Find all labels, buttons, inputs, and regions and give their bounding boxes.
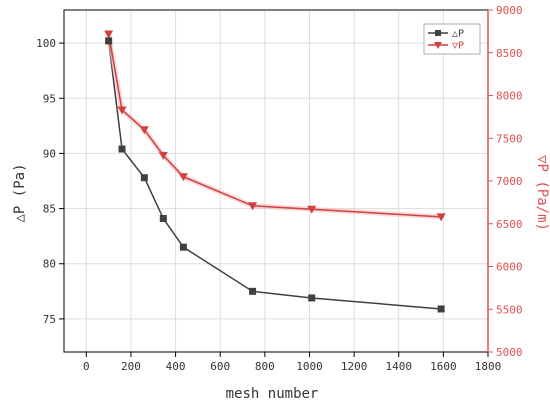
y-right-tick-label: 6000 xyxy=(496,261,523,274)
x-tick-label: 800 xyxy=(255,360,275,373)
data-point-triangle xyxy=(178,173,188,182)
data-point-triangle xyxy=(158,151,168,160)
data-point-triangle xyxy=(436,213,446,222)
x-axis-ticks: 0 200 400 600 800 1000 1200 1400 1600 1800 xyxy=(83,352,501,373)
data-point-triangle xyxy=(307,205,317,214)
x-tick-label: 400 xyxy=(166,360,186,373)
y-left-tick-label: 100 xyxy=(36,37,56,50)
y-right-axis-ticks: 5000 5500 6000 6500 7000 7500 8000 8500 9000 xyxy=(488,4,523,359)
plot-frame xyxy=(63,9,489,353)
y-right-tick-label: 5500 xyxy=(496,303,523,316)
x-tick-label: 1000 xyxy=(296,360,323,373)
data-point-triangle xyxy=(139,126,149,135)
data-point-square xyxy=(159,215,167,223)
series-line xyxy=(107,33,442,218)
data-point-square xyxy=(437,305,445,313)
legend-label: △P xyxy=(452,29,464,40)
x-tick-label: 1600 xyxy=(430,360,457,373)
y-right-tick-label: 5000 xyxy=(496,346,523,359)
x-tick-label: 1800 xyxy=(475,360,502,373)
legend-label: ▽P xyxy=(452,41,464,52)
y-left-tick-label: 90 xyxy=(43,147,56,160)
data-point-triangle xyxy=(104,30,114,39)
y-left-tick-label: 95 xyxy=(43,92,56,105)
x-tick-label: 600 xyxy=(210,360,230,373)
data-point-triangle xyxy=(248,202,258,211)
y-left-tick-label: 75 xyxy=(43,313,56,326)
y-left-axis-title: △P (Pa) xyxy=(12,163,28,222)
data-point-square xyxy=(118,145,126,153)
y-right-axis-title: ▽P (Pa/m) xyxy=(534,155,550,231)
data-point-square xyxy=(105,37,113,45)
y-right-tick-label: 8500 xyxy=(496,47,523,60)
legend: △P▽P xyxy=(423,23,481,55)
y-right-tick-label: 7000 xyxy=(496,175,523,188)
data-point-square xyxy=(249,287,257,295)
data-point-square xyxy=(179,243,187,251)
y-right-tick-label: 6500 xyxy=(496,218,523,231)
x-tick-label: 200 xyxy=(121,360,141,373)
data-point-triangle xyxy=(117,106,127,115)
y-left-axis-ticks: 75 80 85 90 95 100 xyxy=(36,37,64,326)
series-line xyxy=(107,40,442,310)
x-tick-label: 1200 xyxy=(341,360,368,373)
data-point-square xyxy=(308,294,316,302)
x-tick-label: 0 xyxy=(83,360,90,373)
y-left-tick-label: 85 xyxy=(43,203,56,216)
y-right-tick-label: 7500 xyxy=(496,132,523,145)
x-tick-label: 1400 xyxy=(385,360,412,373)
series-markers xyxy=(104,30,446,313)
legend-box xyxy=(423,23,481,55)
y-right-tick-label: 9000 xyxy=(496,4,523,17)
grid-lines xyxy=(64,10,489,352)
legend-swatch-marker xyxy=(435,30,441,36)
x-axis-title: mesh number xyxy=(226,386,319,402)
series-line-band xyxy=(106,33,442,220)
series-lines xyxy=(106,33,442,310)
data-point-square xyxy=(140,174,148,182)
y-right-tick-label: 8000 xyxy=(496,90,523,103)
y-left-tick-label: 80 xyxy=(43,258,56,271)
legend-swatch-marker xyxy=(434,42,442,49)
